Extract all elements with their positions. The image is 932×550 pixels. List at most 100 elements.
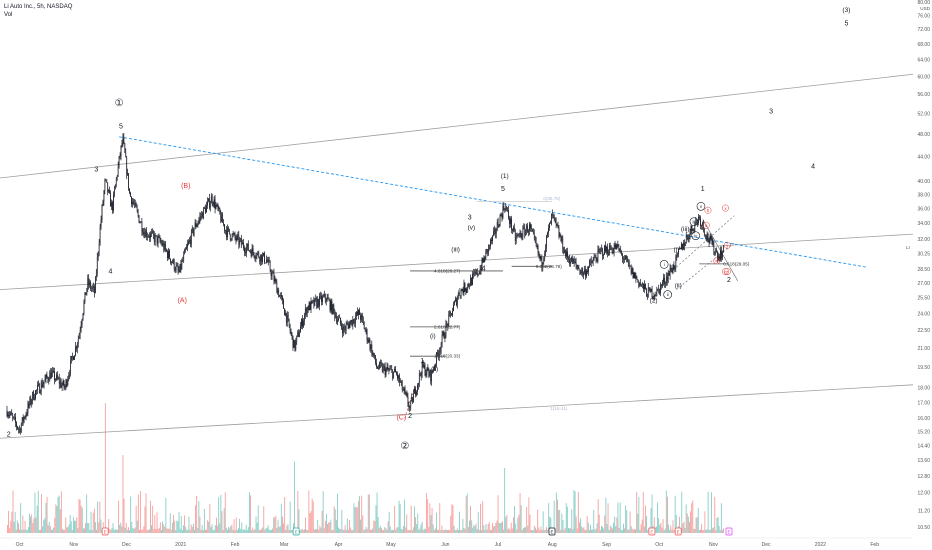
candle-body bbox=[109, 189, 110, 194]
candle-body bbox=[333, 304, 335, 310]
volume-bar bbox=[163, 524, 165, 533]
volume-bar bbox=[216, 517, 217, 533]
volume-bar bbox=[245, 524, 247, 533]
volume-bar bbox=[637, 513, 639, 533]
volume-bar bbox=[489, 529, 491, 533]
volume-bar bbox=[532, 529, 534, 533]
volume-bar bbox=[141, 529, 143, 533]
candle-body bbox=[556, 223, 558, 226]
candle-body bbox=[492, 235, 493, 242]
candle-body bbox=[95, 277, 96, 293]
candle-body bbox=[666, 276, 668, 282]
candle-body bbox=[307, 307, 309, 311]
volume-bar bbox=[662, 519, 664, 533]
candle-body bbox=[406, 393, 408, 397]
candle-body bbox=[605, 245, 606, 252]
price-tick: 16.00 bbox=[917, 416, 930, 422]
volume-bar bbox=[176, 520, 178, 533]
volume-bar bbox=[283, 523, 285, 533]
candle-body bbox=[257, 252, 259, 254]
candle-body bbox=[690, 225, 692, 232]
candle-body bbox=[32, 392, 34, 401]
price-tick: 32.00 bbox=[917, 237, 930, 243]
volume-bar bbox=[318, 529, 320, 533]
candle-body bbox=[339, 317, 340, 319]
candle-body bbox=[313, 300, 315, 306]
price-axis[interactable]: 80.0076.0072.0068.0064.0060.0056.0052.00… bbox=[906, 0, 931, 531]
candle-body bbox=[71, 356, 72, 361]
volume-bar bbox=[304, 529, 305, 533]
volume-bar bbox=[654, 527, 656, 533]
volume-bar bbox=[320, 527, 322, 533]
candle-body bbox=[614, 244, 616, 248]
candle-body bbox=[165, 243, 167, 250]
volume-bar bbox=[54, 517, 56, 533]
volume-bar bbox=[410, 505, 412, 533]
candle-body bbox=[535, 240, 537, 246]
candle-body bbox=[111, 202, 112, 207]
candle-body bbox=[7, 414, 9, 417]
candle-body bbox=[38, 383, 39, 386]
candle-body bbox=[347, 323, 349, 325]
volume-bar bbox=[565, 503, 567, 533]
candle-body bbox=[250, 251, 252, 257]
volume-bar bbox=[487, 523, 489, 533]
candle-body bbox=[607, 247, 608, 254]
candle-body bbox=[462, 290, 464, 293]
candle-body bbox=[559, 235, 561, 237]
volume-bar bbox=[301, 528, 303, 533]
candle-body bbox=[343, 326, 345, 329]
candle-body bbox=[715, 250, 717, 253]
candle-body bbox=[491, 239, 492, 242]
candle-body bbox=[245, 251, 246, 253]
candle-body bbox=[206, 205, 207, 213]
candle-body bbox=[138, 215, 140, 223]
wave-label: iv bbox=[694, 233, 698, 238]
candle-body bbox=[557, 225, 559, 229]
candle-body bbox=[185, 249, 186, 251]
volume-bar bbox=[681, 491, 683, 533]
candle-body bbox=[442, 332, 444, 335]
candle-body bbox=[17, 426, 18, 429]
candle-body bbox=[231, 234, 233, 240]
volume-bar bbox=[639, 529, 641, 533]
candle-body bbox=[193, 228, 195, 235]
volume-bar bbox=[478, 529, 480, 533]
candle-body bbox=[546, 235, 547, 248]
candle-body bbox=[156, 235, 158, 244]
volume-bar bbox=[170, 529, 172, 533]
volume-bar bbox=[342, 529, 344, 533]
candle-body bbox=[574, 261, 576, 263]
candle-body bbox=[87, 278, 89, 289]
volume-bar bbox=[388, 511, 390, 533]
candle-body bbox=[601, 248, 603, 250]
candle-body bbox=[468, 283, 470, 286]
symbol-title: Li Auto Inc., 5h, NASDAQ bbox=[4, 4, 73, 10]
volume-bar bbox=[118, 500, 120, 533]
wave-label: 4 bbox=[811, 164, 815, 171]
candle-body bbox=[202, 212, 204, 219]
candle-body bbox=[88, 278, 90, 286]
volume-bar bbox=[225, 527, 227, 533]
volume-bar bbox=[670, 525, 672, 533]
volume-bar bbox=[381, 528, 382, 533]
candle-body bbox=[295, 340, 297, 350]
volume-bar bbox=[24, 520, 26, 533]
volume-bar bbox=[108, 519, 110, 533]
candle-body bbox=[172, 259, 174, 263]
candle-body bbox=[487, 249, 489, 253]
volume-bar bbox=[559, 510, 561, 533]
candle-body bbox=[184, 249, 186, 255]
volume-bar bbox=[462, 518, 464, 533]
volume-bar bbox=[387, 521, 389, 533]
volume-bar bbox=[154, 514, 156, 533]
price-tick: 38.00 bbox=[917, 192, 930, 198]
volume-bar bbox=[229, 528, 231, 533]
candle-body bbox=[363, 322, 365, 330]
candle-body bbox=[367, 340, 369, 342]
candle-body bbox=[467, 283, 469, 289]
candle-body bbox=[309, 302, 311, 310]
event-marker-label: E bbox=[550, 530, 553, 535]
time-axis[interactable]: Oct Nov Dec 2021 Feb Mar Apr May Jun Jul Aug Sep Oct… bbox=[0, 537, 913, 548]
